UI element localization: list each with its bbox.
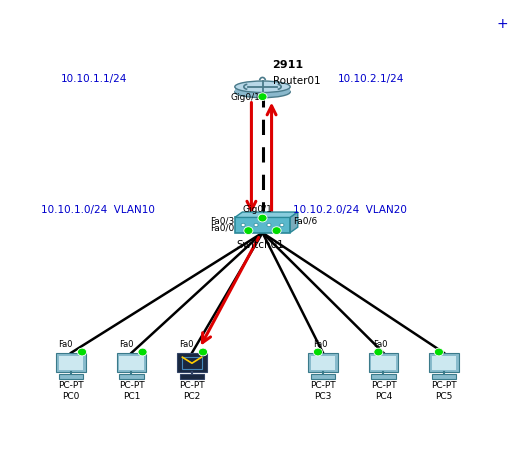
Text: PC-PT
PC1: PC-PT PC1 (119, 381, 144, 400)
FancyBboxPatch shape (59, 356, 83, 370)
FancyBboxPatch shape (369, 353, 398, 372)
FancyBboxPatch shape (371, 356, 395, 370)
FancyBboxPatch shape (177, 353, 206, 372)
Text: Fa0: Fa0 (373, 340, 388, 349)
Ellipse shape (235, 86, 290, 98)
Polygon shape (290, 212, 298, 233)
Circle shape (258, 214, 267, 222)
Circle shape (241, 223, 245, 227)
Circle shape (374, 348, 383, 356)
Text: PC-PT
PC5: PC-PT PC5 (431, 381, 457, 400)
FancyBboxPatch shape (180, 374, 204, 379)
Ellipse shape (235, 81, 290, 93)
Circle shape (254, 223, 258, 227)
FancyBboxPatch shape (311, 356, 335, 370)
FancyBboxPatch shape (432, 356, 456, 370)
Text: Fa0/0: Fa0/0 (211, 224, 235, 233)
Text: Fa0/6: Fa0/6 (293, 216, 317, 225)
Text: 2911: 2911 (272, 60, 303, 70)
FancyBboxPatch shape (432, 374, 456, 379)
Circle shape (267, 223, 271, 227)
Circle shape (434, 348, 444, 356)
Text: Router01: Router01 (272, 76, 320, 86)
Circle shape (244, 227, 253, 234)
Text: Fa0: Fa0 (180, 340, 194, 349)
Text: +: + (496, 17, 508, 31)
Text: PC-PT
PC2: PC-PT PC2 (179, 381, 205, 400)
Text: 10.10.1.0/24  VLAN10: 10.10.1.0/24 VLAN10 (41, 205, 155, 215)
Text: PC-PT
PC3: PC-PT PC3 (310, 381, 336, 400)
FancyBboxPatch shape (117, 353, 146, 372)
Text: Fa0: Fa0 (313, 340, 328, 349)
Polygon shape (235, 212, 298, 217)
Text: Fa0: Fa0 (58, 340, 73, 349)
Circle shape (198, 348, 207, 356)
FancyBboxPatch shape (429, 353, 458, 372)
Circle shape (78, 348, 87, 356)
Circle shape (138, 348, 147, 356)
FancyBboxPatch shape (56, 353, 86, 372)
FancyBboxPatch shape (119, 374, 143, 379)
FancyBboxPatch shape (308, 353, 338, 372)
FancyBboxPatch shape (311, 374, 335, 379)
FancyBboxPatch shape (59, 374, 83, 379)
FancyBboxPatch shape (371, 374, 395, 379)
Text: 10.10.2.1/24: 10.10.2.1/24 (338, 74, 404, 84)
Text: PC-PT
PC0: PC-PT PC0 (58, 381, 84, 400)
Text: Switch01: Switch01 (236, 240, 284, 250)
FancyBboxPatch shape (235, 217, 290, 233)
Polygon shape (235, 87, 290, 92)
Text: 10.10.1.1/24: 10.10.1.1/24 (61, 74, 127, 84)
Circle shape (272, 227, 281, 234)
Text: Gig0/1: Gig0/1 (230, 93, 260, 102)
FancyBboxPatch shape (182, 357, 202, 369)
Circle shape (313, 348, 322, 356)
Text: Fa0: Fa0 (119, 340, 133, 349)
Circle shape (280, 223, 284, 227)
Text: Fa0/3: Fa0/3 (211, 216, 235, 225)
Text: 10.10.2.0/24  VLAN20: 10.10.2.0/24 VLAN20 (293, 205, 407, 215)
Text: Gig0/1: Gig0/1 (243, 205, 272, 214)
Circle shape (258, 93, 267, 101)
FancyBboxPatch shape (119, 356, 143, 370)
Text: PC-PT
PC4: PC-PT PC4 (371, 381, 396, 400)
FancyBboxPatch shape (180, 356, 204, 370)
